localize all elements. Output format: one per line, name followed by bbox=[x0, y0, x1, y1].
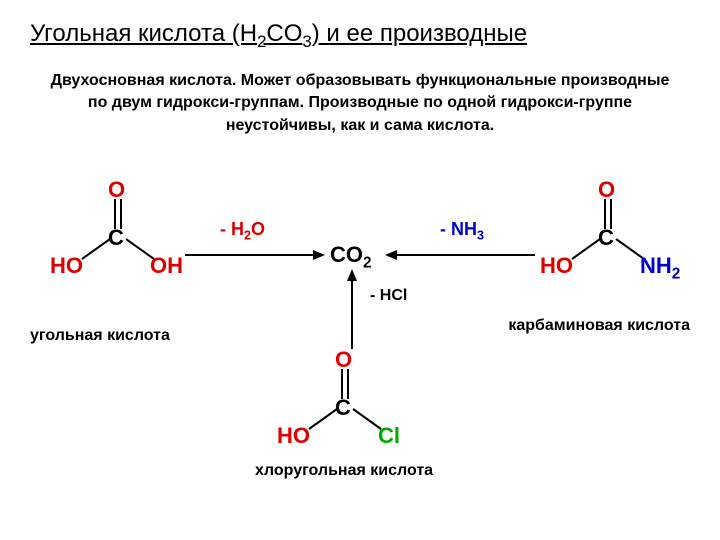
chloro-c: C bbox=[335, 395, 351, 421]
co2-o: O bbox=[346, 242, 363, 267]
carbamic-acid-structure: O C HO NH2 bbox=[540, 187, 680, 282]
carbonic-ho: HO bbox=[50, 253, 83, 279]
carbamic-o-top: O bbox=[598, 177, 615, 203]
co2-sub: 2 bbox=[363, 254, 372, 271]
minus-hcl: - HCl bbox=[370, 287, 407, 305]
carbamic-nh2: NH2 bbox=[640, 253, 680, 283]
arrow-right bbox=[385, 245, 535, 265]
chloro-o-top: O bbox=[335, 347, 352, 373]
title-mid: CO bbox=[266, 20, 302, 47]
arrow-left bbox=[185, 245, 325, 265]
minus-nh3: - NH3 bbox=[440, 219, 484, 243]
chloro-cl: Cl bbox=[378, 423, 400, 449]
carbonic-acid-structure: O C HO OH bbox=[50, 187, 180, 282]
reaction-diagram: CO2 O C HO OH угольная кислота O C HO NH… bbox=[30, 167, 690, 497]
chloro-acid-structure: O C HO Cl bbox=[280, 357, 410, 452]
carbamic-c: C bbox=[598, 225, 614, 251]
minus-h2o: - H2O bbox=[220, 219, 265, 243]
carbamic-label: карбаминовая кислота bbox=[508, 317, 690, 335]
carbonic-c: C bbox=[108, 225, 124, 251]
carbonic-oh: OH bbox=[150, 253, 183, 279]
title-pre: Угольная кислота (H bbox=[30, 20, 257, 47]
subtitle-text: Двухосновная кислота. Может образовывать… bbox=[50, 70, 670, 137]
page-title: Угольная кислота (H2CO3) и ее производны… bbox=[30, 20, 690, 52]
title-sub1: 2 bbox=[257, 32, 266, 51]
carbonic-label: угольная кислота bbox=[30, 327, 170, 345]
carbonic-o-top: O bbox=[108, 177, 125, 203]
center-co2: CO2 bbox=[330, 242, 372, 272]
arrow-bottom bbox=[342, 269, 362, 349]
co2-c: C bbox=[330, 242, 346, 267]
title-post: ) и ее производные bbox=[312, 20, 527, 47]
chloro-ho: HO bbox=[277, 423, 310, 449]
carbamic-ho: HO bbox=[540, 253, 573, 279]
title-sub2: 3 bbox=[302, 32, 311, 51]
chloro-label: хлоругольная кислота bbox=[255, 462, 433, 480]
